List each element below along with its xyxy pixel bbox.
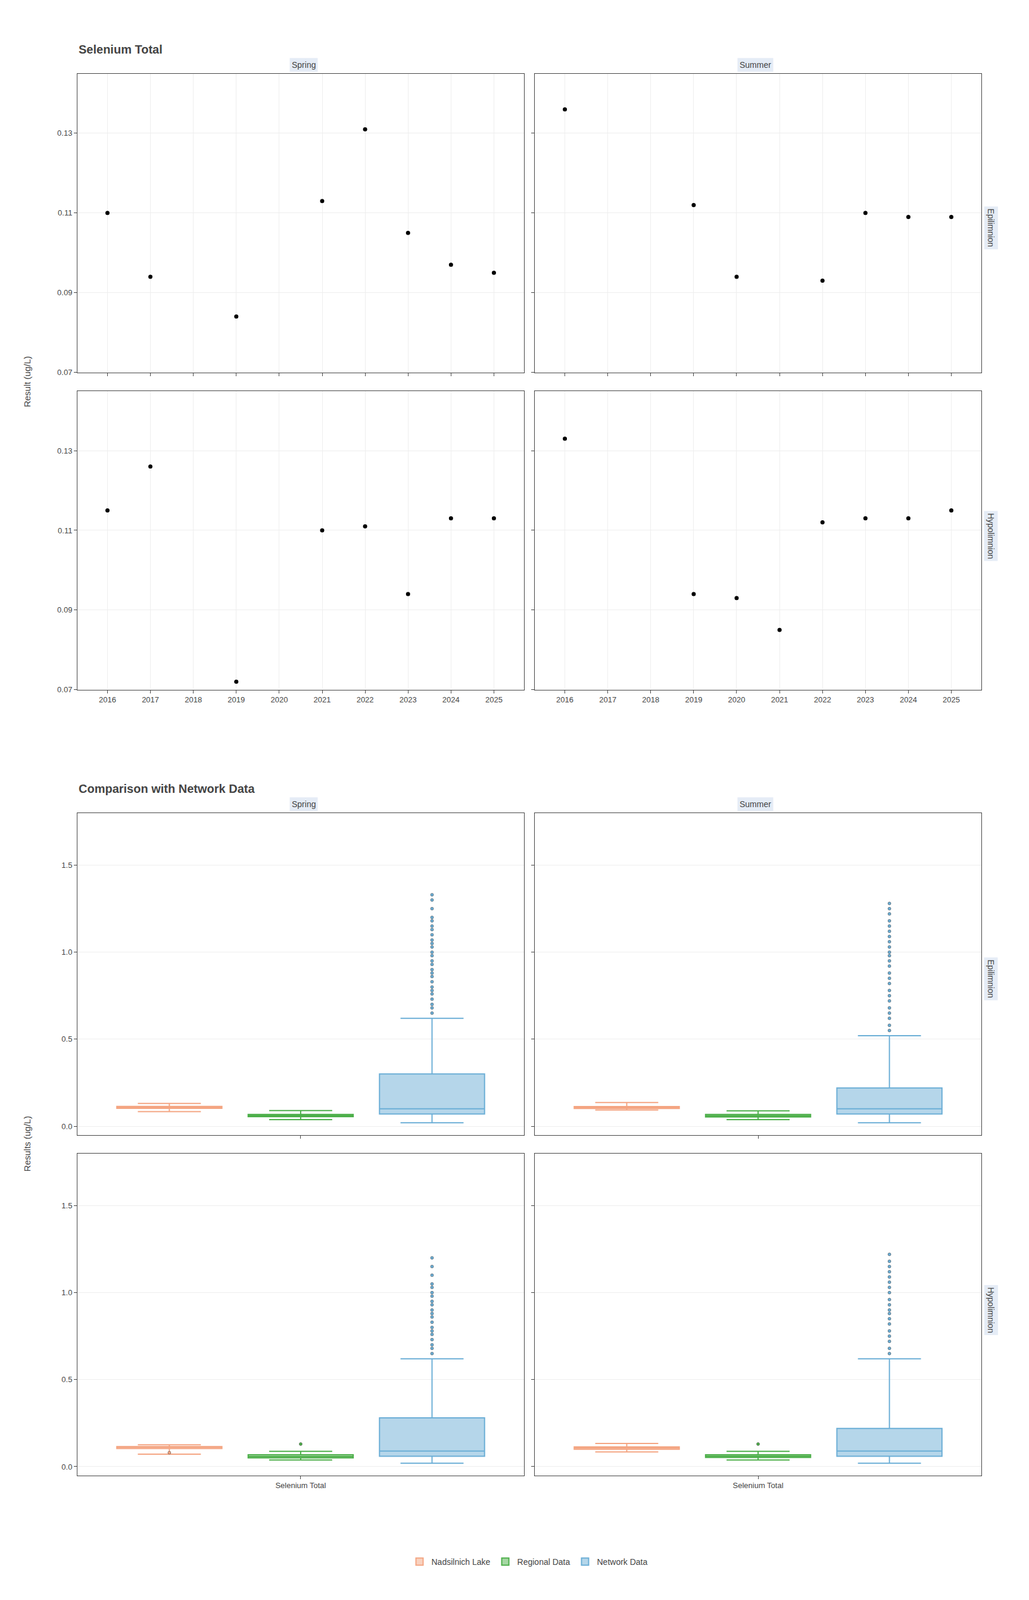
svg-text:Epilimnion: Epilimnion [986,959,996,999]
svg-text:Summer: Summer [739,60,772,70]
svg-text:0.09: 0.09 [57,288,73,298]
svg-text:Selenium Total: Selenium Total [275,1481,326,1491]
svg-text:0.5: 0.5 [61,1375,73,1385]
svg-text:Results (ug/L): Results (ug/L) [22,1116,33,1172]
svg-text:Spring: Spring [291,799,316,810]
svg-text:0.11: 0.11 [57,525,73,535]
svg-text:2021: 2021 [771,695,789,705]
svg-text:2021: 2021 [313,695,332,705]
svg-text:0.5: 0.5 [61,1034,73,1044]
svg-text:1.5: 1.5 [61,1201,73,1211]
svg-text:2022: 2022 [814,695,832,705]
svg-text:Selenium Total: Selenium Total [733,1481,784,1491]
svg-text:2018: 2018 [641,695,660,705]
svg-text:2024: 2024 [442,695,460,705]
svg-text:2017: 2017 [141,695,159,705]
svg-text:Summer: Summer [739,799,772,810]
svg-text:0.13: 0.13 [57,446,73,456]
svg-text:0.07: 0.07 [57,685,73,695]
svg-text:Spring: Spring [291,60,316,70]
svg-text:2025: 2025 [942,695,960,705]
svg-text:2025: 2025 [485,695,503,705]
svg-text:Epilimnion: Epilimnion [986,208,996,248]
svg-text:2019: 2019 [227,695,245,705]
svg-text:1.0: 1.0 [61,948,73,957]
svg-text:Regional Data: Regional Data [517,1557,571,1568]
svg-text:2017: 2017 [599,695,617,705]
svg-text:Hypolimnion: Hypolimnion [986,1287,996,1334]
svg-text:2016: 2016 [556,695,574,705]
svg-text:Result (ug/L): Result (ug/L) [22,356,33,408]
svg-text:2018: 2018 [184,695,202,705]
svg-text:2016: 2016 [98,695,117,705]
svg-text:0.0: 0.0 [61,1463,73,1473]
svg-text:Hypolimnion: Hypolimnion [986,513,996,560]
svg-text:2019: 2019 [684,695,703,705]
svg-text:0.13: 0.13 [57,128,73,138]
svg-text:2024: 2024 [899,695,918,705]
svg-text:0.07: 0.07 [57,368,73,377]
svg-text:2022: 2022 [356,695,374,705]
svg-text:Nadsilnich Lake: Nadsilnich Lake [431,1557,491,1568]
svg-text:Selenium Total: Selenium Total [78,42,163,56]
svg-text:1.0: 1.0 [61,1288,73,1298]
svg-text:Comparison with Network Data: Comparison with Network Data [78,782,255,796]
svg-text:Network Data: Network Data [596,1557,648,1568]
svg-text:2020: 2020 [270,695,288,705]
svg-text:0.09: 0.09 [57,605,73,615]
svg-text:1.5: 1.5 [61,861,73,871]
svg-text:0.11: 0.11 [57,208,73,218]
svg-text:2023: 2023 [399,695,417,705]
svg-text:2023: 2023 [856,695,875,705]
svg-text:0.0: 0.0 [61,1122,73,1132]
svg-text:2020: 2020 [728,695,746,705]
